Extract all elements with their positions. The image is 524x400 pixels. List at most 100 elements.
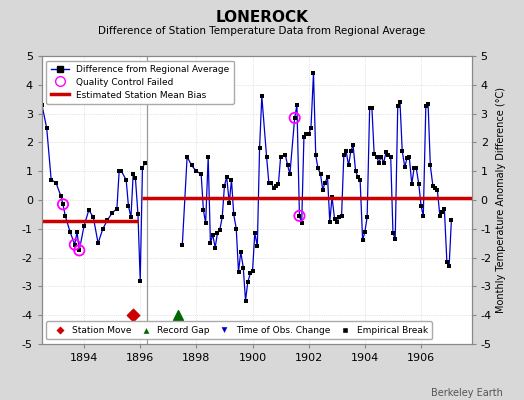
- Point: [263, 154, 271, 160]
- Point: [328, 194, 336, 200]
- Point: [141, 159, 149, 166]
- Point: [124, 202, 133, 209]
- Point: [80, 223, 88, 229]
- Point: [269, 185, 278, 192]
- Point: [113, 206, 121, 212]
- Point: [277, 154, 285, 160]
- Point: [396, 99, 404, 105]
- Point: [389, 230, 397, 236]
- Point: [349, 142, 357, 148]
- Point: [398, 148, 407, 154]
- Point: [316, 171, 325, 177]
- Point: [183, 154, 191, 160]
- Y-axis label: Monthly Temperature Anomaly Difference (°C): Monthly Temperature Anomaly Difference (…: [496, 87, 506, 313]
- Point: [314, 165, 322, 172]
- Point: [127, 214, 135, 220]
- Point: [117, 168, 126, 174]
- Point: [239, 264, 247, 271]
- Point: [242, 298, 250, 304]
- Point: [281, 152, 290, 158]
- Point: [447, 217, 455, 223]
- Point: [225, 200, 233, 206]
- Point: [323, 174, 332, 180]
- Point: [246, 270, 255, 277]
- Point: [61, 213, 69, 219]
- Point: [188, 162, 196, 169]
- Point: [443, 259, 451, 265]
- Point: [71, 242, 79, 248]
- Point: [333, 218, 341, 225]
- Point: [373, 154, 381, 160]
- Point: [267, 180, 276, 186]
- Point: [248, 267, 257, 274]
- Point: [387, 154, 395, 160]
- Point: [412, 165, 420, 172]
- Point: [424, 100, 432, 107]
- Point: [417, 202, 425, 209]
- Point: [403, 155, 411, 162]
- Point: [330, 216, 339, 222]
- Point: [197, 171, 205, 177]
- Point: [429, 182, 437, 189]
- Text: Berkeley Earth: Berkeley Earth: [431, 388, 503, 398]
- Point: [129, 312, 137, 318]
- Point: [244, 279, 252, 285]
- Point: [356, 177, 364, 183]
- Point: [232, 226, 241, 232]
- Point: [274, 181, 282, 187]
- Point: [220, 182, 228, 189]
- Point: [335, 214, 343, 220]
- Point: [286, 171, 294, 177]
- Point: [347, 148, 355, 154]
- Point: [230, 211, 238, 218]
- Point: [295, 213, 303, 219]
- Point: [337, 213, 346, 219]
- Point: [75, 247, 83, 254]
- Point: [59, 201, 67, 208]
- Point: [47, 177, 56, 183]
- Point: [265, 180, 273, 186]
- Point: [363, 214, 372, 220]
- Point: [136, 278, 145, 284]
- Point: [300, 134, 308, 140]
- Point: [309, 70, 318, 76]
- Point: [234, 269, 243, 275]
- Point: [52, 180, 60, 186]
- Point: [178, 242, 187, 248]
- Point: [342, 148, 350, 154]
- Point: [400, 164, 409, 170]
- Point: [304, 130, 313, 137]
- Point: [129, 171, 137, 177]
- Point: [255, 145, 264, 151]
- Point: [57, 192, 65, 199]
- Point: [253, 243, 261, 249]
- Point: [445, 263, 453, 270]
- Point: [302, 130, 311, 137]
- Text: Difference of Station Temperature Data from Regional Average: Difference of Station Temperature Data f…: [99, 26, 425, 36]
- Point: [209, 231, 217, 238]
- Point: [419, 213, 428, 219]
- Point: [435, 213, 444, 219]
- Point: [134, 211, 142, 218]
- Point: [213, 230, 222, 236]
- Point: [410, 165, 418, 172]
- Point: [99, 226, 107, 232]
- Point: [405, 154, 413, 160]
- Point: [227, 177, 236, 183]
- Point: [358, 237, 367, 244]
- Point: [361, 228, 369, 235]
- Point: [71, 242, 79, 248]
- Point: [295, 213, 303, 219]
- Point: [85, 207, 93, 213]
- Point: [431, 185, 439, 192]
- Point: [94, 240, 102, 246]
- Point: [354, 174, 362, 180]
- Point: [414, 181, 423, 187]
- Point: [307, 125, 315, 131]
- Point: [250, 230, 259, 236]
- Point: [321, 180, 329, 186]
- Point: [271, 182, 280, 189]
- Point: [379, 159, 388, 166]
- Point: [215, 227, 224, 234]
- Point: [312, 152, 320, 158]
